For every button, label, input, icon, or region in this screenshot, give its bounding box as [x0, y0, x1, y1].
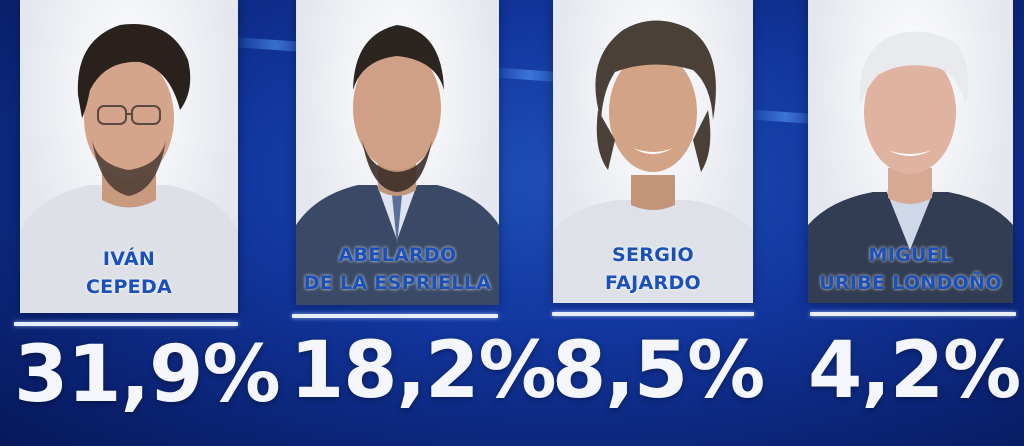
candidate-portrait-cepeda — [20, 24, 238, 313]
candidate-portrait-fajardo — [553, 20, 753, 303]
candidate-name-first: SERGIO — [612, 244, 694, 266]
candidate-percent-de-la-espriella: 18,2% — [290, 326, 557, 416]
candidate-percent-fajardo: 8,5% — [552, 326, 765, 416]
candidate-percent-cepeda: 31,9% — [14, 330, 281, 420]
candidate-underline — [552, 312, 754, 316]
candidate-name-first: MIGUEL — [868, 244, 953, 266]
candidate-name-last: URIBE LONDOÑO — [819, 272, 1002, 294]
candidate-name-last: DE LA ESPRIELLA — [303, 272, 492, 294]
candidate-underline — [14, 322, 238, 326]
candidate-percent-uribe-londono: 4,2% — [808, 326, 1021, 416]
candidate-card-cepeda: IVÁN CEPEDA — [20, 0, 238, 313]
candidate-card-de-la-espriella: ABELARDO DE LA ESPRIELLA — [296, 0, 499, 305]
candidate-portrait-uribe-londono — [808, 31, 1013, 303]
candidate-name-first: ABELARDO — [338, 244, 457, 266]
candidate-card-fajardo: SERGIO FAJARDO — [553, 0, 753, 303]
candidate-name-last: FAJARDO — [605, 272, 701, 294]
candidate-portrait-de-la-espriella — [296, 25, 499, 305]
candidate-underline — [292, 314, 498, 318]
candidate-name-last: CEPEDA — [85, 276, 173, 298]
candidate-card-uribe-londono: MIGUEL URIBE LONDOÑO — [808, 0, 1013, 303]
candidate-name-first: IVÁN — [102, 248, 156, 270]
candidate-underline — [810, 312, 1016, 316]
